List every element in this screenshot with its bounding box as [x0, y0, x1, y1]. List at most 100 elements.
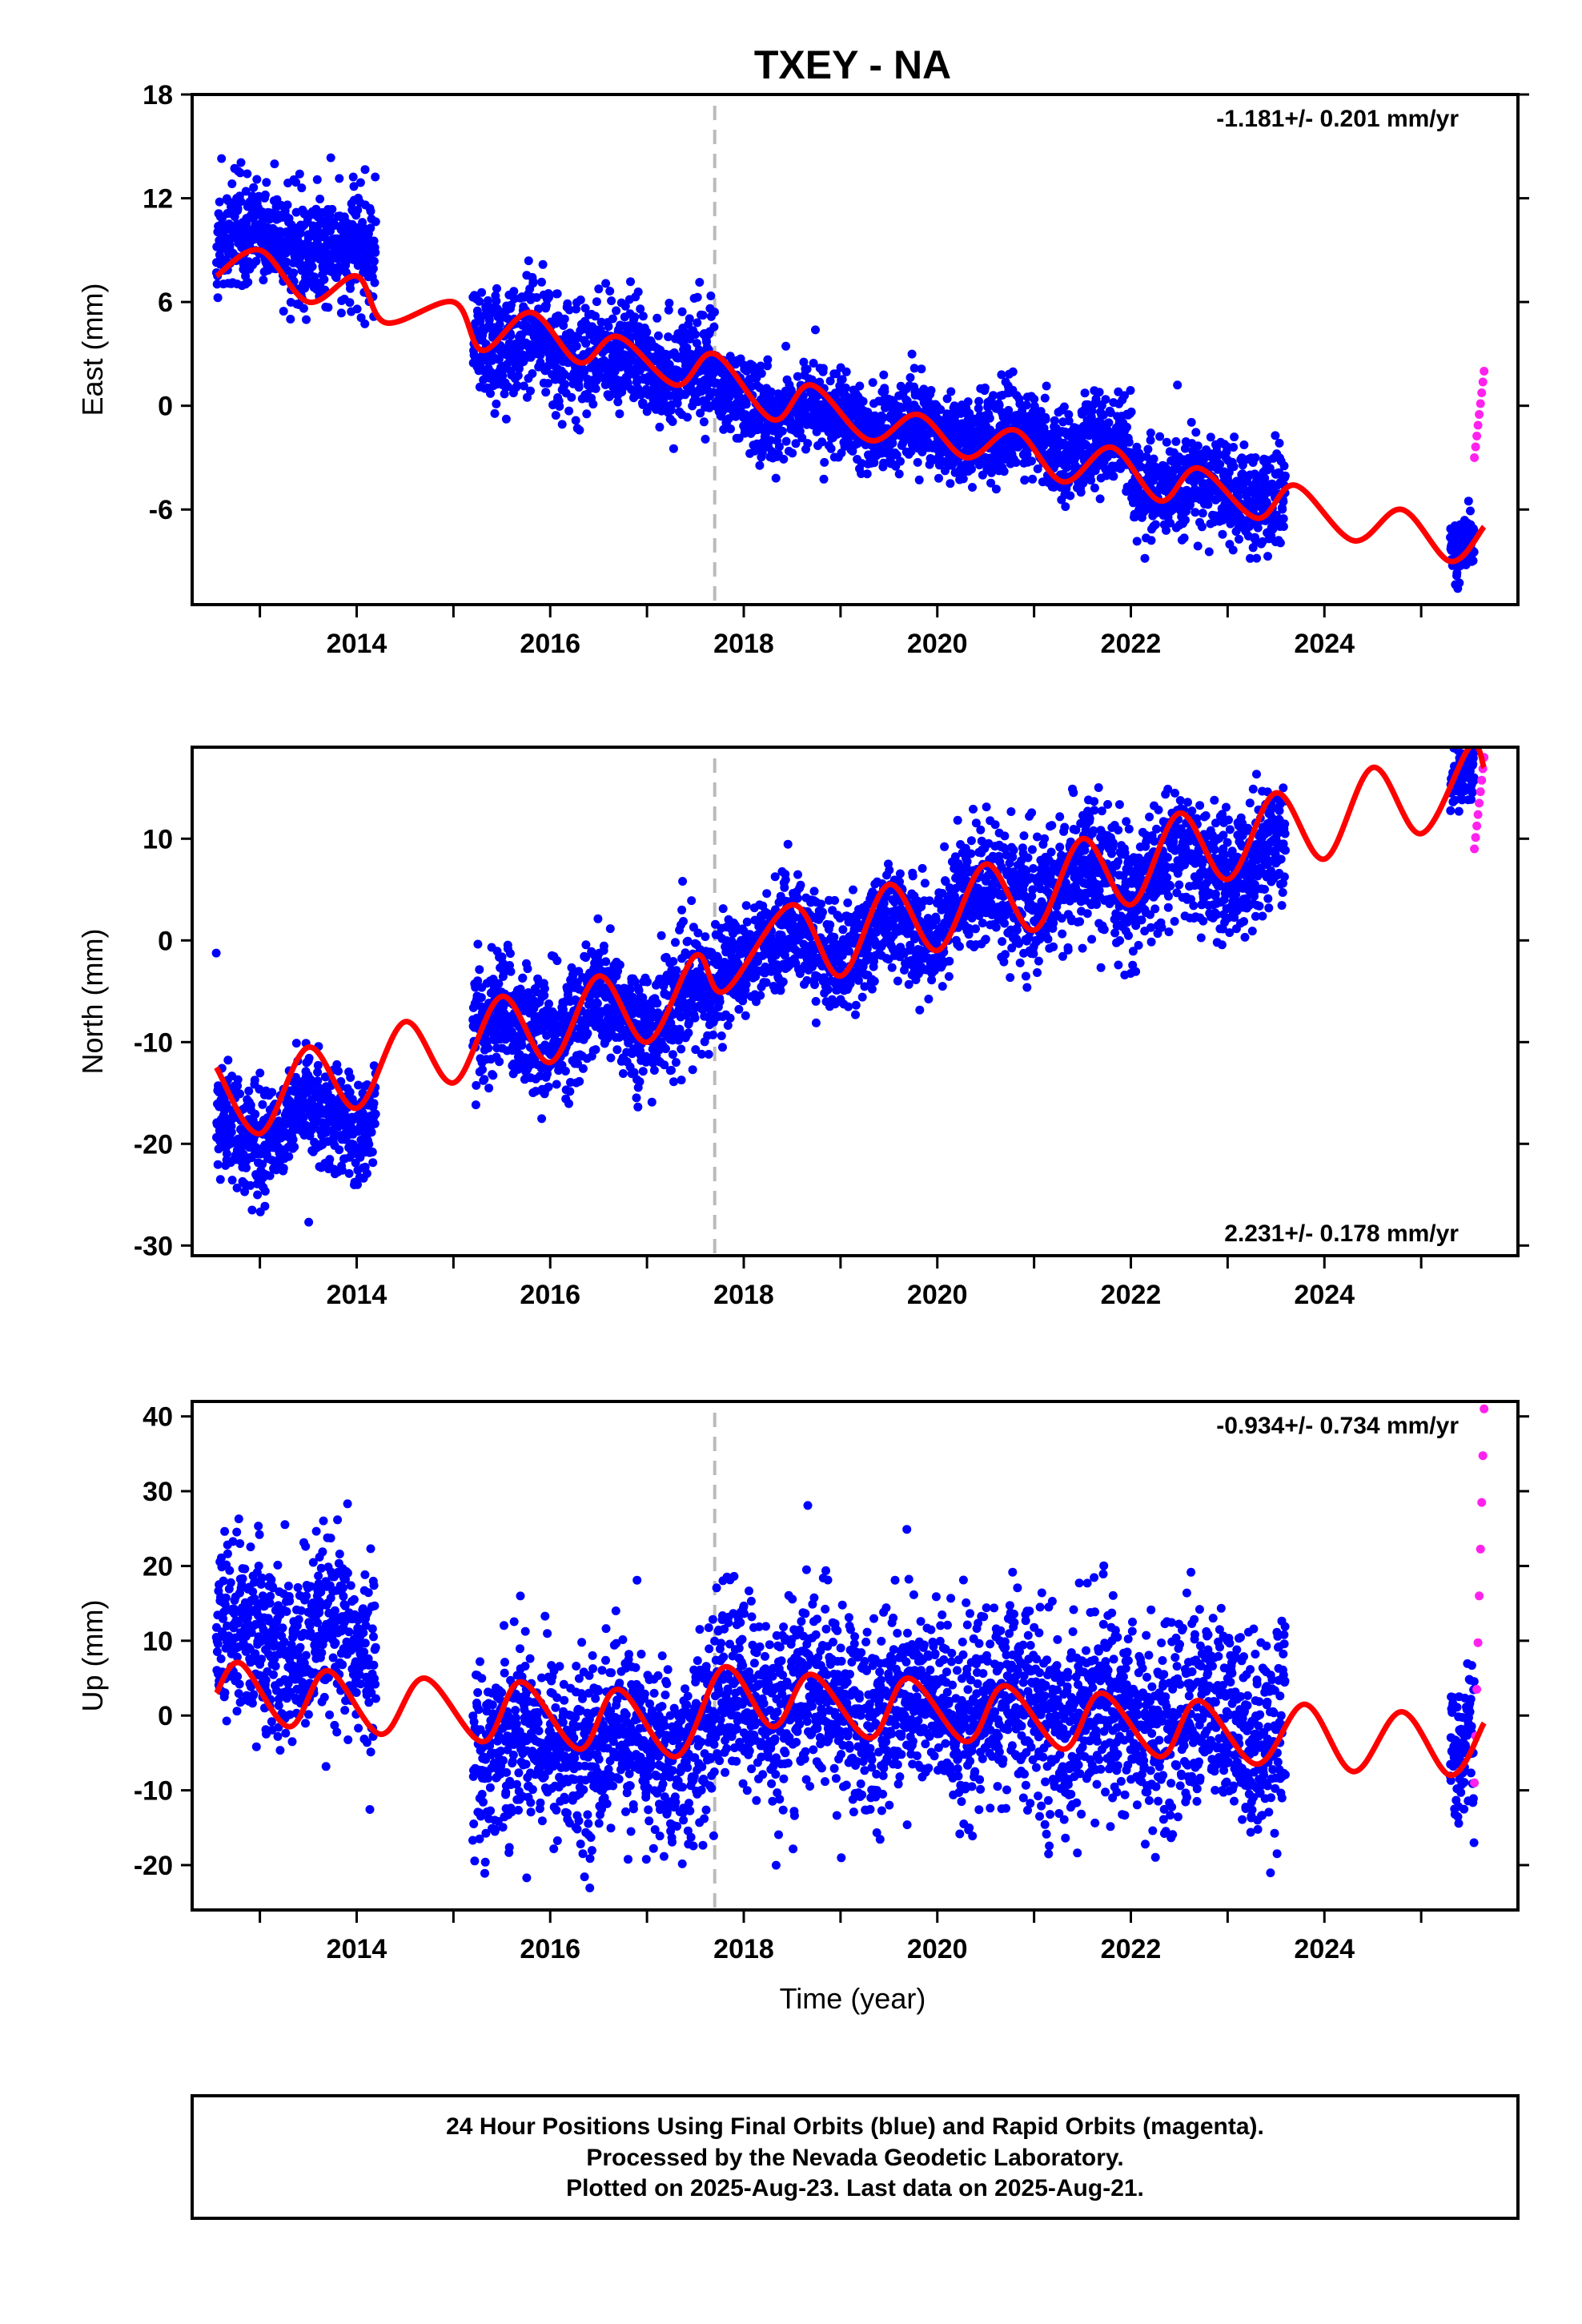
- x-tick-label: 2014: [327, 629, 387, 659]
- final-orbit-point: [636, 390, 646, 400]
- final-orbit-point: [233, 203, 243, 213]
- final-orbit-point: [820, 457, 829, 467]
- final-orbit-point: [299, 1112, 308, 1122]
- final-orbit-point: [1182, 485, 1191, 495]
- final-orbit-point: [986, 478, 996, 488]
- final-orbit-point: [774, 442, 784, 452]
- final-orbit-point: [492, 283, 501, 293]
- final-orbit-point: [484, 1084, 494, 1093]
- final-orbit-point: [494, 979, 504, 988]
- final-orbit-point: [605, 924, 615, 934]
- final-orbit-point: [310, 272, 319, 282]
- final-orbit-point: [580, 304, 590, 313]
- final-orbit-point: [297, 183, 307, 193]
- final-orbit-point: [837, 448, 846, 458]
- final-orbit-point: [557, 420, 567, 429]
- final-orbit-point: [709, 322, 719, 332]
- final-orbit-point: [855, 381, 865, 391]
- final-orbit-point: [665, 360, 674, 369]
- final-orbit-point: [1033, 464, 1042, 473]
- final-orbit-point: [1464, 497, 1473, 506]
- final-orbit-point: [841, 367, 851, 376]
- final-orbit-point: [540, 984, 549, 993]
- final-orbit-point: [499, 968, 508, 977]
- final-orbit-point: [1171, 436, 1181, 446]
- final-orbit-point: [1252, 553, 1262, 563]
- x-tick-label: 2022: [1101, 629, 1162, 659]
- final-orbit-point: [299, 304, 308, 313]
- final-orbit-point: [235, 168, 245, 178]
- final-orbit-point: [480, 1075, 489, 1084]
- final-orbit-point: [312, 175, 322, 184]
- final-orbit-point: [313, 1076, 323, 1086]
- final-orbit-point: [1173, 380, 1182, 390]
- final-orbit-point: [974, 404, 983, 413]
- final-orbit-point: [633, 287, 643, 296]
- final-orbit-point: [1155, 432, 1165, 441]
- final-orbit-point: [336, 1077, 346, 1086]
- final-orbit-point: [1253, 523, 1263, 533]
- final-orbit-point: [994, 400, 1004, 410]
- final-orbit-point: [1036, 407, 1046, 416]
- final-orbit-point: [636, 304, 645, 314]
- rapid-orbit-point: [1475, 410, 1484, 419]
- final-orbit-point: [677, 307, 687, 316]
- final-orbit-point: [335, 1145, 344, 1155]
- final-orbit-point: [1223, 442, 1231, 452]
- final-orbit-point: [251, 1109, 260, 1119]
- rapid-orbit-point: [1472, 432, 1482, 440]
- rapid-orbit-point: [1477, 388, 1487, 397]
- final-orbit-point: [346, 283, 355, 293]
- final-orbit-point: [1263, 552, 1272, 561]
- final-orbit-point: [353, 205, 363, 215]
- final-orbit-point: [519, 381, 528, 391]
- final-orbit-point: [1011, 458, 1021, 467]
- final-orbit-point: [307, 262, 317, 271]
- final-orbit-point: [541, 388, 551, 397]
- final-orbit-point: [366, 223, 375, 233]
- final-orbit-point: [601, 279, 611, 288]
- final-orbit-point: [518, 973, 528, 983]
- final-orbit-point: [267, 1088, 277, 1097]
- final-orbit-point: [283, 200, 292, 210]
- final-orbit-point: [484, 1043, 493, 1053]
- final-orbit-point: [1455, 578, 1464, 588]
- rapid-orbit-point: [1478, 377, 1488, 387]
- final-orbit-point: [1042, 381, 1051, 391]
- final-orbit-point: [1229, 443, 1239, 452]
- final-orbit-point: [1090, 483, 1099, 493]
- final-orbit-point: [936, 405, 946, 414]
- final-orbit-point: [779, 454, 789, 464]
- final-orbit-point: [909, 364, 919, 373]
- final-orbit-point: [572, 341, 581, 351]
- final-orbit-point: [612, 306, 621, 316]
- final-orbit-point: [1162, 525, 1170, 535]
- final-orbit-point: [1275, 438, 1284, 448]
- final-orbit-point: [488, 1071, 498, 1080]
- final-orbit-point: [517, 1040, 527, 1050]
- final-orbit-point: [1062, 463, 1071, 472]
- final-orbit-point: [698, 311, 708, 320]
- final-orbit-point: [673, 399, 682, 408]
- final-orbit-point: [503, 314, 512, 324]
- final-orbit-point: [980, 383, 990, 392]
- final-orbit-point: [1143, 444, 1153, 454]
- final-orbit-point: [575, 425, 584, 435]
- final-orbit-point: [902, 396, 912, 405]
- final-orbit-point: [495, 1057, 504, 1067]
- final-orbit-point: [250, 1076, 259, 1085]
- final-orbit-point: [236, 158, 246, 167]
- final-orbit-point: [336, 308, 346, 318]
- final-orbit-point: [368, 1158, 378, 1168]
- final-orbit-point: [795, 426, 805, 436]
- final-orbit-point: [282, 257, 291, 267]
- final-orbit-point: [880, 387, 889, 396]
- final-orbit-point: [615, 409, 624, 419]
- final-orbit-point: [367, 1148, 377, 1156]
- final-orbit-point: [1066, 491, 1075, 501]
- final-orbit-point: [601, 957, 611, 967]
- final-orbit-point: [1094, 388, 1104, 397]
- y-tick-label: 12: [143, 184, 173, 215]
- final-orbit-point: [958, 474, 968, 484]
